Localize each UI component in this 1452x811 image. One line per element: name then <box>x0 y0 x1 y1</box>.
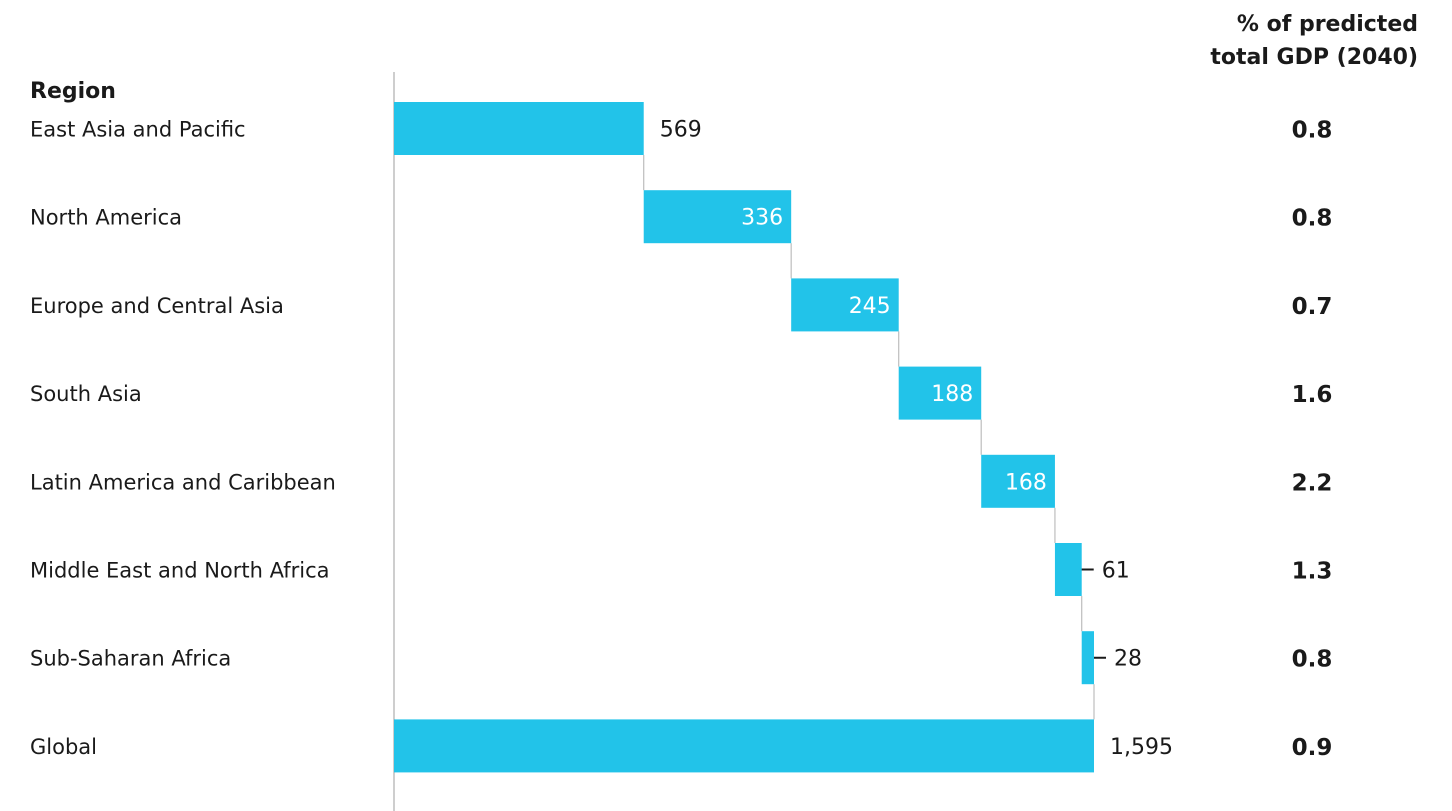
headers: Region % of predicted total GDP (2040) <box>30 12 1418 104</box>
bar <box>394 719 1094 773</box>
region-label: Latin America and Caribbean <box>30 470 336 494</box>
value-label: 245 <box>849 294 891 319</box>
gdp-share-value: 0.8 <box>1292 206 1333 232</box>
gdp-share-value: 2.2 <box>1292 470 1333 496</box>
bars <box>394 102 1094 773</box>
region-label: East Asia and Pacific <box>30 118 246 142</box>
region-header: Region <box>30 79 116 104</box>
gdp-share-value: 0.8 <box>1292 647 1333 673</box>
bar <box>1054 543 1082 596</box>
share-header-line-1: % of predicted <box>1237 12 1418 37</box>
value-label: 188 <box>931 382 973 407</box>
gdp-share-value: 1.3 <box>1292 559 1333 585</box>
region-label: Sub-Saharan Africa <box>30 647 231 671</box>
row-labels: East Asia and Pacific 569 0.8 North America… <box>30 118 1332 761</box>
bar <box>791 278 899 332</box>
region-label: Europe and Central Asia <box>30 294 284 318</box>
region-label: Global <box>30 735 97 759</box>
gdp-share-value: 0.9 <box>1292 735 1333 761</box>
gdp-share-value: 0.7 <box>1292 294 1333 320</box>
gdp-share-value: 1.6 <box>1292 382 1333 408</box>
value-label: 28 <box>1114 647 1142 672</box>
bar <box>898 366 982 420</box>
value-label: 569 <box>660 118 702 143</box>
region-label: North America <box>30 206 182 230</box>
value-label: 168 <box>1005 470 1047 495</box>
region-label: South Asia <box>30 382 142 406</box>
bar <box>981 454 1055 508</box>
bar <box>1081 631 1094 685</box>
share-header-line-2: total GDP (2040) <box>1210 45 1418 70</box>
region-label: Middle East and North Africa <box>30 559 330 583</box>
value-label: 336 <box>741 206 783 231</box>
bar <box>394 102 644 155</box>
value-label: 1,595 <box>1110 735 1173 760</box>
value-label: 61 <box>1102 559 1130 584</box>
gdp-share-value: 0.8 <box>1292 118 1333 144</box>
bar <box>643 190 792 244</box>
